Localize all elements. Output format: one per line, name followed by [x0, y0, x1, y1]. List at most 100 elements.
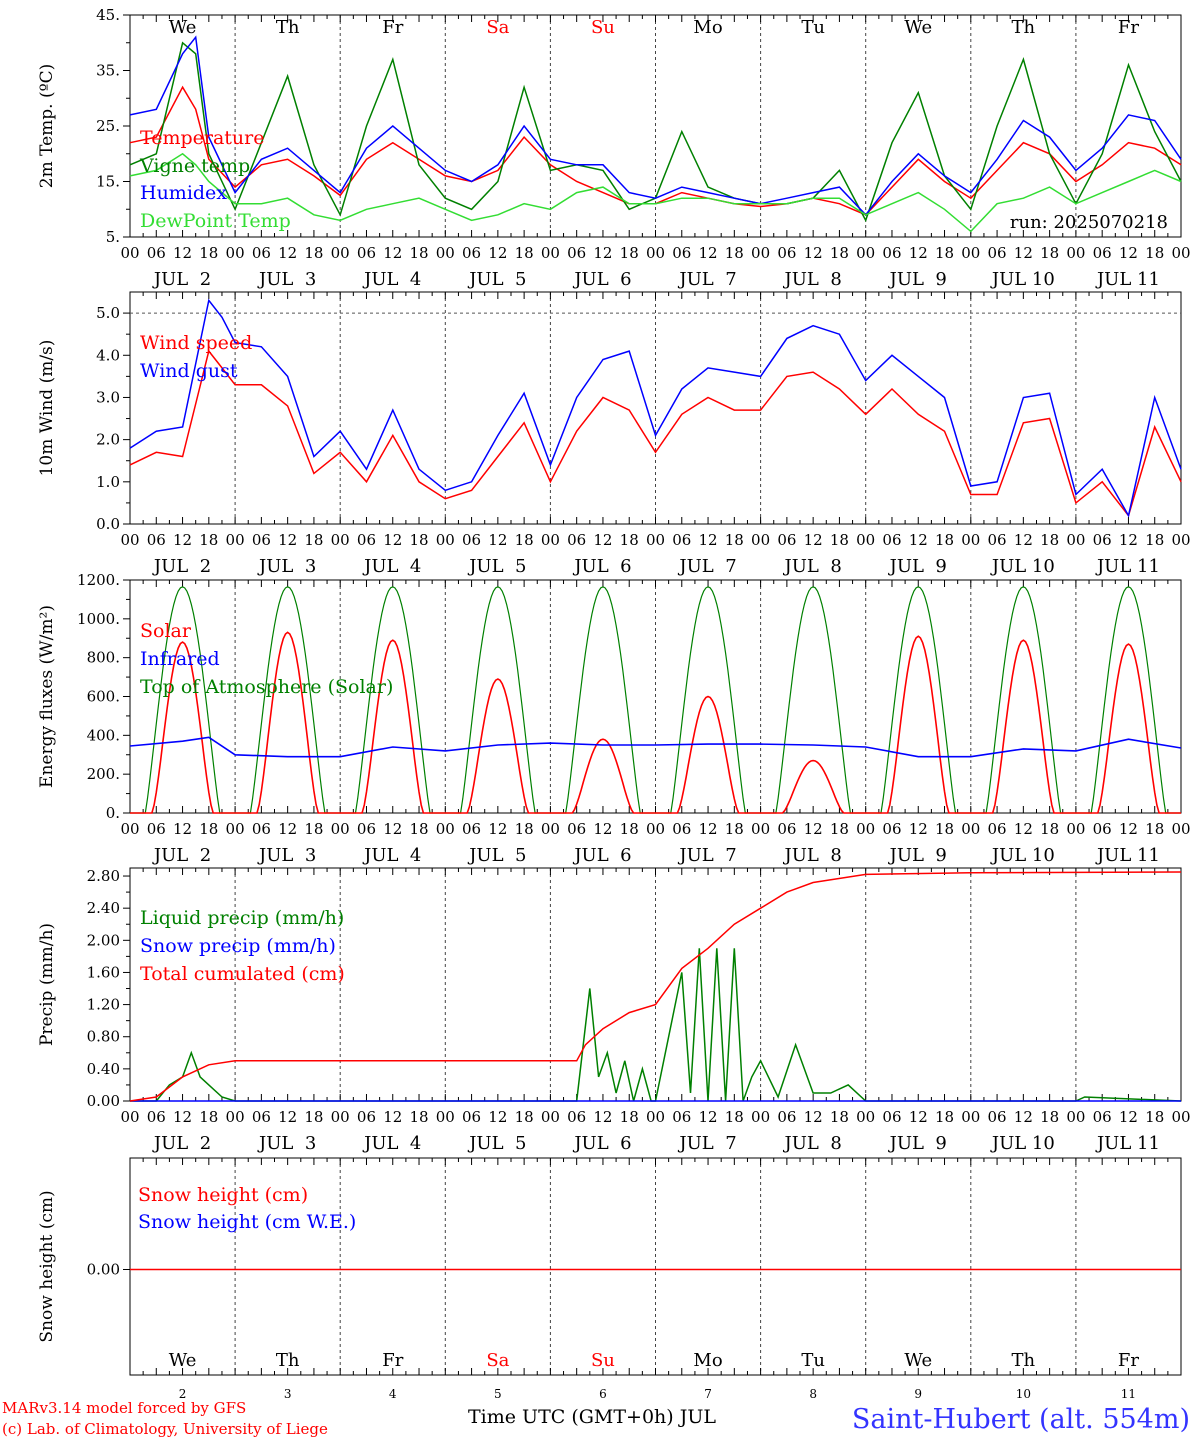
x-date-label: JUL 11	[1095, 1133, 1160, 1154]
x-date-label: JUL 6	[572, 845, 631, 866]
legend-wind-speed: Wind speed	[140, 332, 252, 354]
x-hour-label: 00	[856, 1108, 875, 1126]
y-tick-label: 200.	[87, 765, 120, 783]
credit-line-2: (c) Lab. of Climatology, University of L…	[2, 1420, 328, 1438]
x-hour-label: 12	[488, 1108, 507, 1126]
x-hour-label: 12	[383, 244, 402, 262]
x-date-label: JUL 11	[1095, 269, 1160, 290]
x-hour-label: 00	[541, 244, 560, 262]
x-hour-label: 12	[383, 1108, 402, 1126]
y-tick-label: 4.0	[96, 346, 120, 364]
x-hour-label: 18	[1145, 531, 1164, 549]
x-hour-label: 00	[961, 1108, 980, 1126]
x-date-label: JUL 5	[467, 845, 526, 866]
x-hour-label: 00	[120, 531, 139, 549]
precip-y-axis-label: Precip (mm/h)	[37, 923, 57, 1046]
x-hour-label: 18	[725, 244, 744, 262]
x-hour-label: 12	[804, 1108, 823, 1126]
x-hour-label: 12	[278, 1108, 297, 1126]
snow-y-axis-label: Snow height (cm)	[37, 1190, 57, 1342]
legend-solar: Solar	[140, 620, 192, 642]
x-hour-label: 06	[882, 820, 901, 838]
x-hour-label: 18	[1145, 1108, 1164, 1126]
x-date-label: JUL 10	[990, 269, 1055, 290]
weekday-label: We	[169, 1350, 197, 1371]
x-hour-label: 18	[725, 531, 744, 549]
x-hour-label: 00	[646, 244, 665, 262]
y-tick-label: 2.40	[87, 899, 120, 917]
weekday-label: Fr	[1118, 1350, 1139, 1371]
x-hour-label: 12	[173, 244, 192, 262]
weekday-label: Sa	[486, 17, 509, 38]
x-hour-label: 18	[725, 1108, 744, 1126]
energy-y-axis: 0. 200. 400. 600. 800. 1000. 1200.	[77, 571, 130, 822]
x-hour-label: 06	[777, 531, 796, 549]
x-date-label: JUL 3	[257, 1133, 316, 1154]
weekday-label: Th	[276, 1350, 300, 1371]
x-hour-label: 00	[331, 244, 350, 262]
legend-snow-precip: Snow precip (mm/h)	[140, 935, 336, 957]
x-hour-label: 12	[278, 820, 297, 838]
y-tick-label: 2.0	[96, 431, 120, 449]
x-date-label: JUL 8	[783, 269, 842, 290]
x-date-label: JUL 10	[990, 556, 1055, 577]
x-date-label: JUL 9	[888, 556, 947, 577]
y-tick-label: 2.00	[87, 931, 120, 949]
legend-snow-height-we: Snow height (cm W.E.)	[138, 1211, 356, 1233]
location-label: Saint-Hubert (alt. 554m)	[852, 1404, 1190, 1435]
x-hour-label: 00	[541, 1108, 560, 1126]
x-hour-label: 12	[909, 244, 928, 262]
x-hour-label: 12	[593, 1108, 612, 1126]
x-hour-label: 00	[541, 820, 560, 838]
x-hour-label: 06	[1093, 1108, 1112, 1126]
x-hour-label: 18	[409, 531, 428, 549]
x-hour-label: 00	[331, 820, 350, 838]
x-hour-label: 06	[462, 244, 481, 262]
x-hour-label: 00	[751, 1108, 770, 1126]
weekday-label: Mo	[693, 1350, 722, 1371]
weekday-label: Th	[1012, 17, 1036, 38]
weekday-label: Sa	[486, 1350, 509, 1371]
y-tick-label: 600.	[87, 688, 120, 706]
humidex-line	[129, 35, 1182, 216]
x-hour-label: 00	[541, 531, 560, 549]
x-hour-label: 06	[357, 1108, 376, 1126]
x-hour-label: 00	[646, 1108, 665, 1126]
temperature-legend: Temperature Vigne temp Humidex DewPoint …	[139, 127, 291, 232]
x-hour-label: 18	[515, 1108, 534, 1126]
x-hour-label: 00	[1171, 820, 1190, 838]
x-hour-label: 06	[252, 531, 271, 549]
weekday-label: Su	[591, 17, 615, 38]
weekday-label: Fr	[382, 1350, 403, 1371]
x-hour-label: 18	[725, 820, 744, 838]
temperature-day-dividers	[234, 15, 1077, 237]
legend-humidex: Humidex	[140, 182, 227, 204]
infrared-line	[129, 736, 1182, 758]
dewpoint-temp-line	[129, 152, 1182, 233]
y-tick-label: 3.0	[96, 388, 120, 406]
wind-y-axis: 0.0 1.0 2.0 3.0 4.0 5.0	[96, 304, 130, 533]
x-hour-label: 00	[1066, 820, 1085, 838]
day-number-label: 2	[179, 1387, 187, 1401]
x-hour-label: 12	[699, 820, 718, 838]
x-hour-label: 06	[1093, 244, 1112, 262]
x-date-label: JUL 4	[362, 845, 421, 866]
precip-x-axis: 00 06 12 18 00 06 12 18 00 06 12 18 00 06 12 18 00 06 12 18…	[120, 868, 1191, 1154]
x-hour-label: 12	[173, 531, 192, 549]
wind-series	[129, 298, 1182, 518]
legend-total-cumulated: Total cumulated (cm)	[140, 963, 345, 985]
x-hour-label: 06	[567, 820, 586, 838]
x-hour-label: 00	[1066, 1108, 1085, 1126]
y-tick-label: 1.20	[87, 996, 120, 1014]
x-hour-label: 00	[436, 1108, 455, 1126]
x-axis-title: Time UTC (GMT+0h) JUL	[468, 1406, 716, 1428]
x-hour-label: 12	[488, 244, 507, 262]
x-hour-label: 06	[672, 531, 691, 549]
x-hour-label: 12	[909, 531, 928, 549]
x-hour-label: 00	[226, 820, 245, 838]
x-hour-label: 06	[252, 1108, 271, 1126]
day-number-label: 8	[809, 1387, 817, 1401]
x-hour-label: 18	[304, 1108, 323, 1126]
x-hour-label: 00	[1066, 244, 1085, 262]
x-hour-label: 00	[1171, 244, 1190, 262]
